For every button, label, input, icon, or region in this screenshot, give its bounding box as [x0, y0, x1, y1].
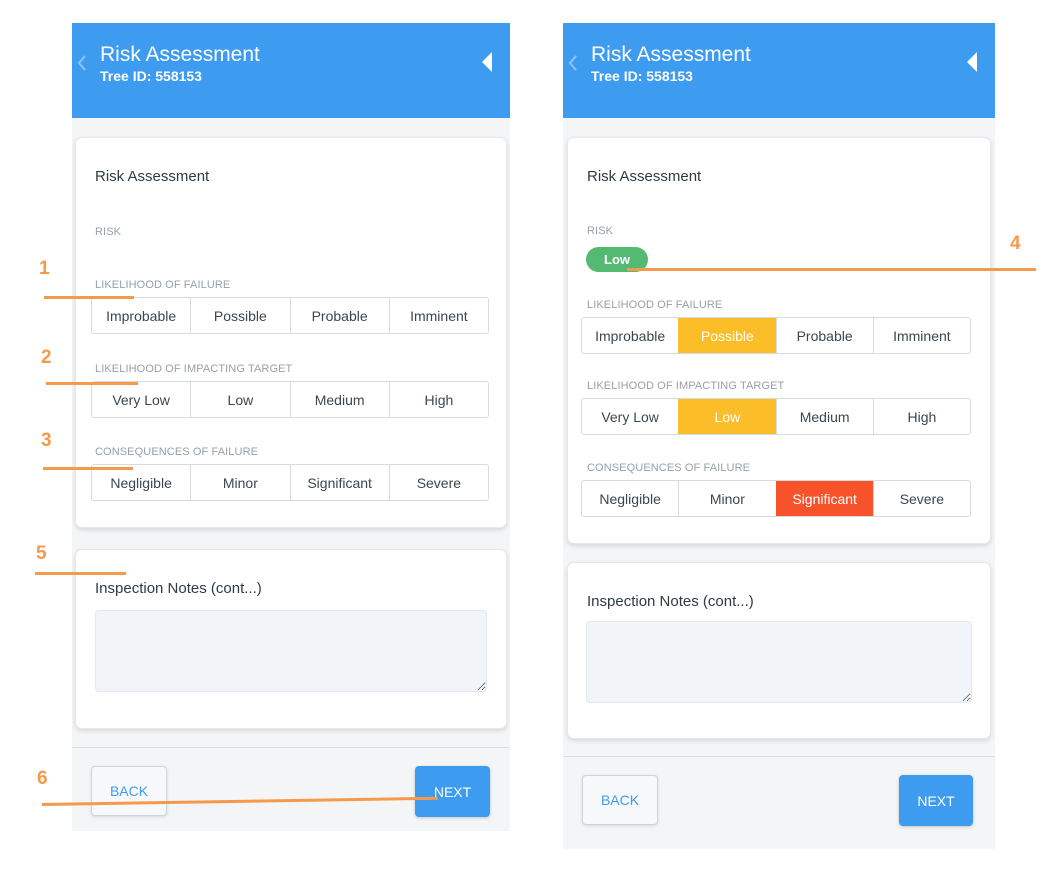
consequences-label: CONSEQUENCES OF FAILURE	[587, 462, 751, 474]
option-improbable[interactable]: Improbable	[106, 307, 177, 324]
callout-5: 5	[36, 543, 47, 564]
callout-line-2	[46, 382, 138, 385]
tree-id: Tree ID: 558153	[100, 68, 202, 84]
likelihood-failure-label: LIKELIHOOD OF FAILURE	[95, 279, 231, 291]
option-improbable[interactable]: Improbable	[595, 327, 666, 344]
callout-6: 6	[37, 768, 48, 789]
consequences-selector: Negligible Minor Significant Severe	[91, 464, 489, 501]
left-screen: Risk Assessment Tree ID: 558153 Risk Ass…	[72, 23, 510, 831]
tree-id: Tree ID: 558153	[591, 68, 693, 84]
footer-divider	[72, 747, 510, 748]
right-screen: Risk Assessment Tree ID: 558153 Risk Ass…	[563, 23, 995, 849]
notes-title: Inspection Notes (cont...)	[587, 593, 754, 610]
option-negligible[interactable]: Negligible	[110, 474, 172, 491]
option-imminent[interactable]: Imminent	[388, 298, 488, 333]
inspection-notes-card: Inspection Notes (cont...)	[567, 562, 991, 739]
callout-2: 2	[41, 347, 52, 368]
next-button[interactable]: NEXT	[899, 775, 973, 826]
notes-title: Inspection Notes (cont...)	[95, 580, 262, 597]
option-probable[interactable]: Probable	[289, 298, 389, 333]
callout-1: 1	[39, 258, 50, 279]
option-severe[interactable]: Severe	[872, 481, 970, 516]
card-title: Risk Assessment	[95, 168, 210, 185]
header-title: Risk Assessment	[591, 43, 751, 66]
risk-assessment-card: Risk Assessment RISK Low LIKELIHOOD OF F…	[567, 137, 991, 544]
option-negligible[interactable]: Negligible	[599, 490, 661, 507]
back-button[interactable]: BACK	[582, 775, 658, 825]
option-low[interactable]: Low	[678, 399, 776, 434]
callout-line-5	[35, 572, 126, 575]
option-significant[interactable]: Significant	[289, 465, 389, 500]
app-header: Risk Assessment Tree ID: 558153	[563, 23, 995, 118]
likelihood-failure-label: LIKELIHOOD OF FAILURE	[587, 299, 723, 311]
option-significant[interactable]: Significant	[775, 481, 873, 516]
option-minor[interactable]: Minor	[678, 481, 775, 516]
next-button[interactable]: NEXT	[415, 766, 490, 817]
callout-line-1	[44, 296, 134, 299]
option-minor[interactable]: Minor	[190, 465, 289, 500]
option-probable[interactable]: Probable	[775, 318, 873, 353]
option-medium[interactable]: Medium	[775, 399, 873, 434]
option-possible[interactable]: Possible	[190, 298, 289, 333]
chevron-left-icon[interactable]	[76, 53, 88, 73]
app-header: Risk Assessment Tree ID: 558153	[72, 23, 510, 118]
likelihood-impact-selector: Very Low Low Medium High	[581, 398, 971, 435]
option-low[interactable]: Low	[190, 382, 289, 417]
consequences-label: CONSEQUENCES OF FAILURE	[95, 446, 259, 458]
option-possible[interactable]: Possible	[678, 318, 776, 353]
callout-line-4	[627, 268, 1036, 271]
inspection-notes-card: Inspection Notes (cont...)	[75, 549, 507, 729]
card-title: Risk Assessment	[587, 168, 702, 185]
option-high[interactable]: High	[872, 399, 970, 434]
risk-level-badge: Low	[586, 247, 648, 272]
collapse-arrow-icon[interactable]	[965, 51, 979, 73]
risk-label: RISK	[587, 225, 614, 237]
callout-4: 4	[1010, 233, 1021, 254]
notes-textarea[interactable]	[586, 621, 972, 703]
callout-line-3	[43, 467, 133, 470]
option-imminent[interactable]: Imminent	[872, 318, 970, 353]
likelihood-failure-selector: Improbable Possible Probable Imminent	[91, 297, 489, 334]
option-severe[interactable]: Severe	[388, 465, 488, 500]
risk-assessment-card: Risk Assessment RISK LIKELIHOOD OF FAILU…	[75, 137, 507, 528]
back-button[interactable]: BACK	[91, 766, 167, 816]
option-medium[interactable]: Medium	[289, 382, 389, 417]
notes-textarea[interactable]	[95, 610, 487, 692]
footer-divider	[563, 756, 995, 757]
callout-3: 3	[41, 430, 52, 451]
likelihood-impact-label: LIKELIHOOD OF IMPACTING TARGET	[587, 380, 785, 392]
chevron-left-icon[interactable]	[567, 53, 579, 73]
header-title: Risk Assessment	[100, 43, 260, 66]
option-very-low[interactable]: Very Low	[601, 408, 659, 425]
consequences-selector: Negligible Minor Significant Severe	[581, 480, 971, 517]
option-high[interactable]: High	[388, 382, 488, 417]
collapse-arrow-icon[interactable]	[480, 51, 494, 73]
risk-label: RISK	[95, 226, 122, 238]
option-very-low[interactable]: Very Low	[112, 391, 170, 408]
likelihood-impact-label: LIKELIHOOD OF IMPACTING TARGET	[95, 363, 293, 375]
likelihood-impact-selector: Very Low Low Medium High	[91, 381, 489, 418]
likelihood-failure-selector: Improbable Possible Probable Imminent	[581, 317, 971, 354]
